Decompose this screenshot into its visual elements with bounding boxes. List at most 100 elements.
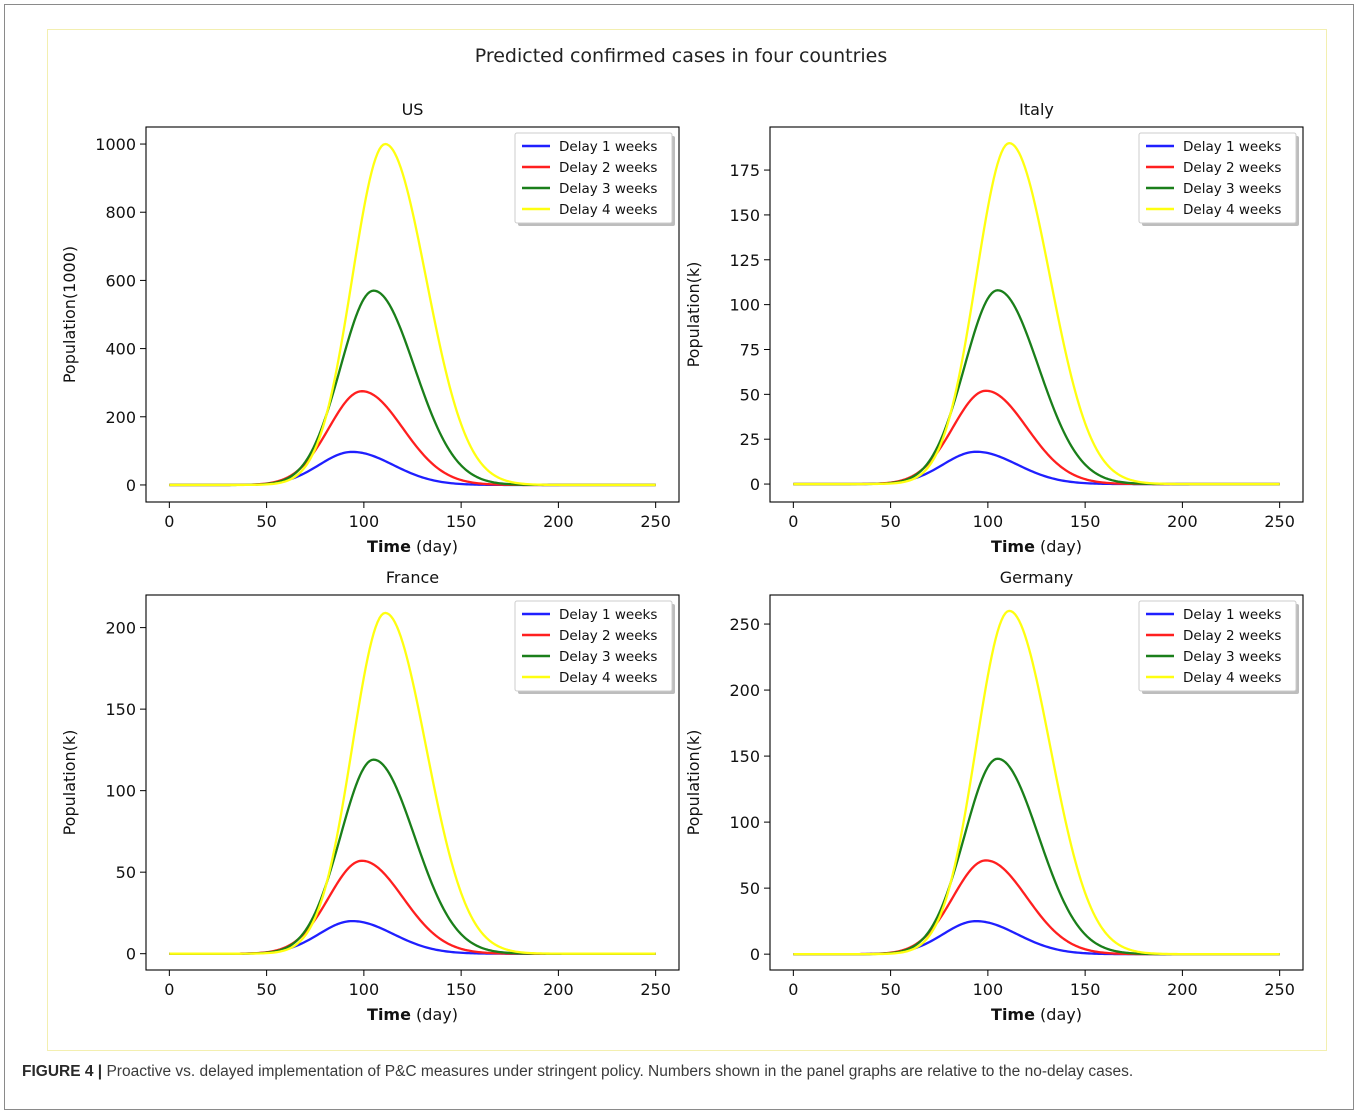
y-tick-label-germany: 200 [729,681,760,700]
series-line-delay-4-weeks [169,611,656,955]
legend-us: Delay 1 weeks Delay 2 weeks Delay 3 weeks D… [514,132,675,226]
x-axis-label-us: Time (day) [367,537,458,556]
series-line-delay-3-weeks [169,289,656,487]
y-tick-label-us: 400 [105,340,136,359]
y-tick-label-france: 150 [105,700,136,719]
x-axis-label-bold-france: Time [367,1005,411,1024]
x-axis-label-bold-germany: Time [991,1005,1035,1024]
legend-label-delay-1-weeks: Delay 1 weeks [559,139,657,155]
x-tick-label-italy: 250 [1264,512,1295,531]
panel-germany: 0 50 100 150 200 250 0 50 100 150 200 250 Germany Tim… [684,568,1304,1024]
axes-box-italy [769,126,1304,503]
y-tick-label-france: 200 [105,619,136,638]
y-tick-label-italy: 75 [740,340,760,359]
x-axis-label-unit-germany: (day) [1035,1005,1082,1024]
legend-label-delay-4-weeks: Delay 4 weeks [559,670,657,686]
x-axis-label-unit-us: (day) [411,537,458,556]
x-tick-label-us: 50 [256,512,276,531]
lines-germany [793,609,1280,956]
legend-label-delay-2-weeks: Delay 2 weeks [1183,628,1281,644]
caption-text: Proactive vs. delayed implementation of … [102,1063,1134,1080]
y-tick-label-italy: 25 [740,430,760,449]
legend-label-delay-3-weeks: Delay 3 weeks [1183,649,1281,665]
y-tick-label-germany: 150 [729,747,760,766]
series-line-delay-1-weeks [793,919,1280,956]
y-tick-label-us: 800 [105,203,136,222]
y-axis-label-germany: Population(k) [684,730,703,836]
y-tick-label-italy: 175 [729,161,760,180]
x-axis-label-germany: Time (day) [991,1005,1082,1024]
legend-label-delay-2-weeks: Delay 2 weeks [559,160,657,176]
x-tick-label-italy: 100 [973,512,1004,531]
x-tick-label-france: 200 [543,980,574,999]
panel-france: 0 50 100 150 200 250 0 50 100 150 200 France Time (d… [60,568,680,1024]
lines-france [169,611,656,955]
x-tick-label-italy: 150 [1070,512,1101,531]
x-tick-label-france: 0 [164,980,174,999]
x-axis-label-unit-france: (day) [411,1005,458,1024]
legend-label-delay-2-weeks: Delay 2 weeks [1183,160,1281,176]
series-line-delay-3-weeks [793,289,1280,486]
y-tick-label-germany: 250 [729,615,760,634]
panel-title-us: US [402,100,424,119]
legend-box-italy [1138,132,1297,224]
series-line-delay-4-weeks [793,609,1280,956]
series-line-delay-2-weeks [793,859,1280,956]
legend-label-delay-4-weeks: Delay 4 weeks [1183,202,1281,218]
figure-frame [4,4,1354,1110]
y-tick-label-italy: 125 [729,251,760,270]
x-tick-label-us: 100 [349,512,380,531]
y-tick-label-france: 50 [116,863,136,882]
series-line-delay-2-weeks [169,390,656,487]
series-line-delay-1-weeks [169,919,656,955]
y-tick-label-germany: 100 [729,813,760,832]
panel-title-italy: Italy [1019,100,1054,119]
legend-label-delay-1-weeks: Delay 1 weeks [1183,139,1281,155]
series-line-delay-3-weeks [169,758,656,955]
y-tick-label-france: 0 [126,945,136,964]
lines-italy [793,142,1280,486]
legend-label-delay-2-weeks: Delay 2 weeks [559,628,657,644]
y-tick-label-us: 200 [105,408,136,427]
legend-label-delay-1-weeks: Delay 1 weeks [559,607,657,623]
legend-box-france [514,600,673,692]
x-tick-label-germany: 100 [973,980,1004,999]
x-tick-label-france: 150 [446,980,477,999]
series-line-delay-4-weeks [793,142,1280,486]
x-axis-label-france: Time (day) [367,1005,458,1024]
x-tick-label-france: 50 [256,980,276,999]
x-axis-label-italy: Time (day) [991,537,1082,556]
panel-title-france: France [386,568,439,587]
y-tick-label-us: 1000 [95,135,136,154]
legend-label-delay-4-weeks: Delay 4 weeks [559,202,657,218]
figure-caption: FIGURE 4 | Proactive vs. delayed impleme… [22,1063,1342,1081]
x-tick-label-france: 100 [349,980,380,999]
y-tick-label-italy: 50 [740,385,760,404]
legend-label-delay-3-weeks: Delay 3 weeks [1183,181,1281,197]
y-axis-label-france: Population(k) [60,730,79,836]
series-line-delay-1-weeks [793,450,1280,486]
legend-france: Delay 1 weeks Delay 2 weeks Delay 3 weeks D… [514,600,675,694]
y-tick-label-germany: 0 [750,945,760,964]
legend-italy: Delay 1 weeks Delay 2 weeks Delay 3 weeks D… [1138,132,1299,226]
x-tick-label-us: 150 [446,512,477,531]
figure-area [47,29,1327,1051]
x-tick-label-italy: 0 [788,512,798,531]
series-line-delay-3-weeks [793,757,1280,956]
x-tick-label-italy: 50 [880,512,900,531]
x-tick-label-germany: 50 [880,980,900,999]
axes-box-us [145,126,680,503]
y-tick-label-germany: 50 [740,879,760,898]
axes-box-france [145,594,680,971]
panel-italy: 0 50 100 150 200 250 0 25 50 75 100 125 150 175 Italy T… [684,100,1304,556]
x-tick-label-germany: 0 [788,980,798,999]
y-tick-label-italy: 0 [750,475,760,494]
axes-box-germany [769,594,1304,971]
legend-box-germany [1138,600,1297,692]
series-line-delay-2-weeks [793,389,1280,486]
x-tick-label-germany: 250 [1264,980,1295,999]
y-axis-label-us: Population(1000) [60,246,79,383]
y-tick-label-us: 600 [105,271,136,290]
lines-us [169,142,656,487]
x-axis-label-unit-italy: (day) [1035,537,1082,556]
